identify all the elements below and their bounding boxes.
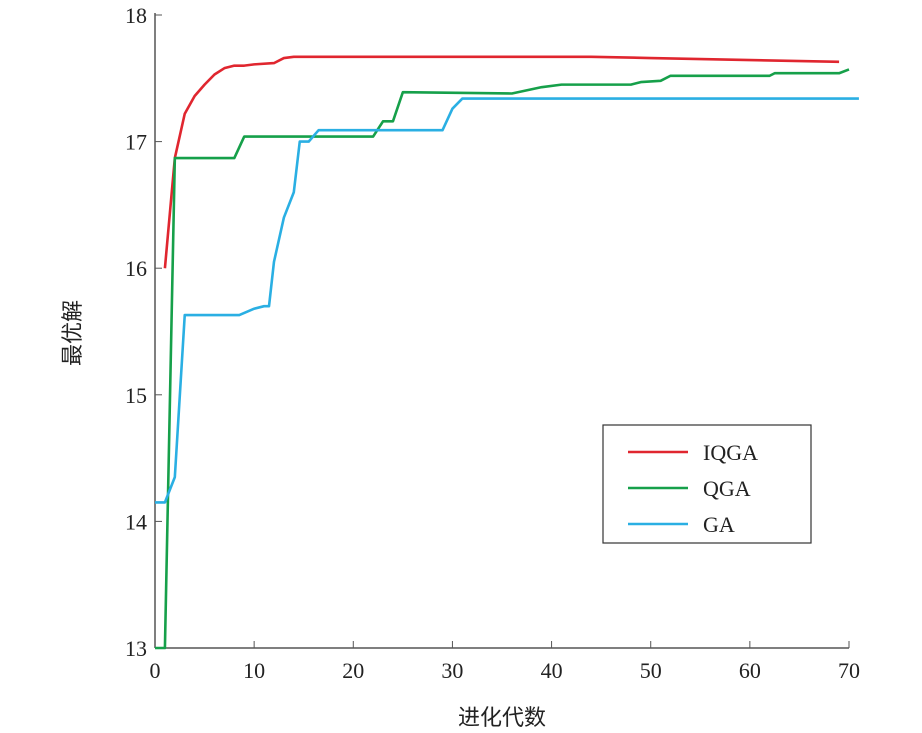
x-tick-label: 60: [739, 658, 761, 683]
y-axis-label: 最优解: [61, 300, 86, 366]
series-line-iqga: [163, 55, 840, 269]
x-tick-label: 10: [243, 658, 265, 683]
y-tick-label: 13: [125, 636, 147, 661]
y-tick-label: 17: [125, 130, 147, 155]
y-tick-label: 16: [125, 256, 147, 281]
y-tick-label: 18: [125, 3, 147, 28]
y-tick-label: 14: [125, 509, 147, 534]
x-tick-label: 20: [342, 658, 364, 683]
x-tick-label: 0: [150, 658, 161, 683]
legend-label: IQGA: [703, 440, 758, 465]
x-tick-label: 70: [838, 658, 860, 683]
series-line-qga: [155, 68, 850, 650]
x-axis-label: 进化代数: [458, 706, 546, 731]
x-tick-label: 40: [541, 658, 563, 683]
x-tick-label: 50: [640, 658, 662, 683]
x-tick-label: 30: [441, 658, 463, 683]
legend-label: QGA: [703, 476, 751, 501]
y-tick-label: 15: [125, 383, 147, 408]
legend-label: GA: [703, 512, 735, 537]
series-line-ga: [155, 97, 859, 504]
